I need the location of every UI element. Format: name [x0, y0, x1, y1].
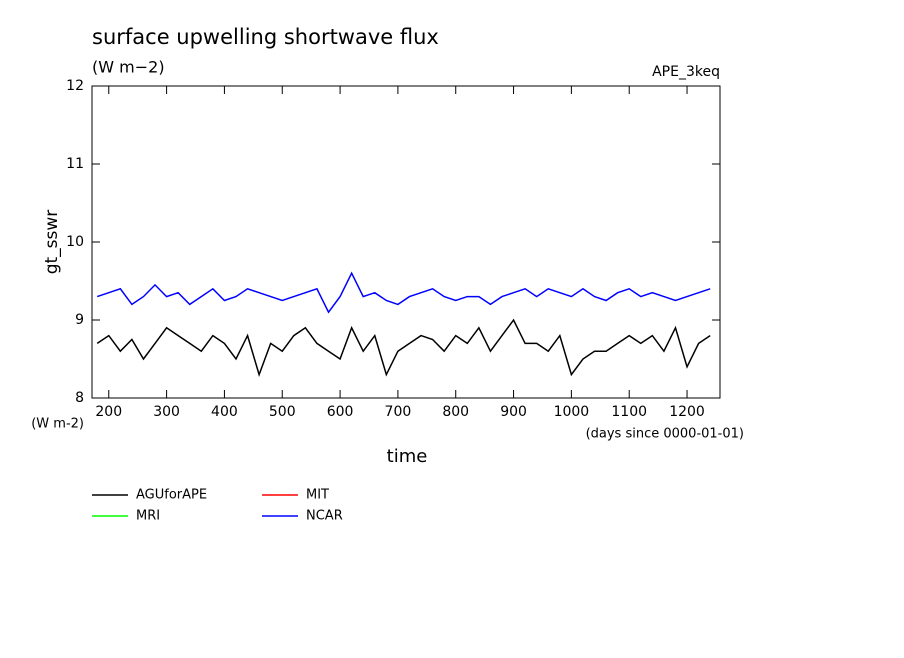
x-tick-label: 500 [269, 404, 296, 420]
series-line [96, 318, 711, 377]
x-axis-label: time [387, 446, 428, 467]
y-tick-label: 8 [75, 390, 84, 406]
y-unit: (W m-2) [31, 417, 84, 432]
y-tick-label: 9 [75, 312, 84, 328]
x-tick-label: 200 [95, 404, 122, 420]
y-tick-label: 11 [66, 156, 84, 172]
x-tick-label: 1200 [669, 404, 705, 420]
x-tick-label: 1100 [611, 404, 647, 420]
x-tick-label: 600 [327, 404, 354, 420]
x-tick-label: 400 [211, 404, 238, 420]
x-tick-label: 1000 [554, 404, 590, 420]
legend-label: AGUforAPE [136, 488, 207, 503]
x-tick-label: 800 [442, 404, 469, 420]
plot-frame [91, 85, 721, 399]
x-tick-label: 300 [153, 404, 180, 420]
x-tick-label: 900 [500, 404, 527, 420]
y-tick-label: 10 [66, 234, 84, 250]
legend-label: MIT [306, 488, 329, 503]
y-tick-label: 12 [66, 78, 84, 94]
chart-title: surface upwelling shortwave flux [92, 25, 439, 49]
y-axis-label: gt_sswr [42, 210, 62, 275]
legend-label: NCAR [306, 509, 343, 524]
subtitle: (W m−2) [92, 58, 165, 77]
x-unit: (days since 0000-01-01) [586, 427, 744, 442]
annotation: APE_3keq [652, 64, 720, 80]
legend-label: MRI [136, 509, 160, 524]
x-tick-label: 700 [385, 404, 412, 420]
series-line [96, 271, 711, 314]
